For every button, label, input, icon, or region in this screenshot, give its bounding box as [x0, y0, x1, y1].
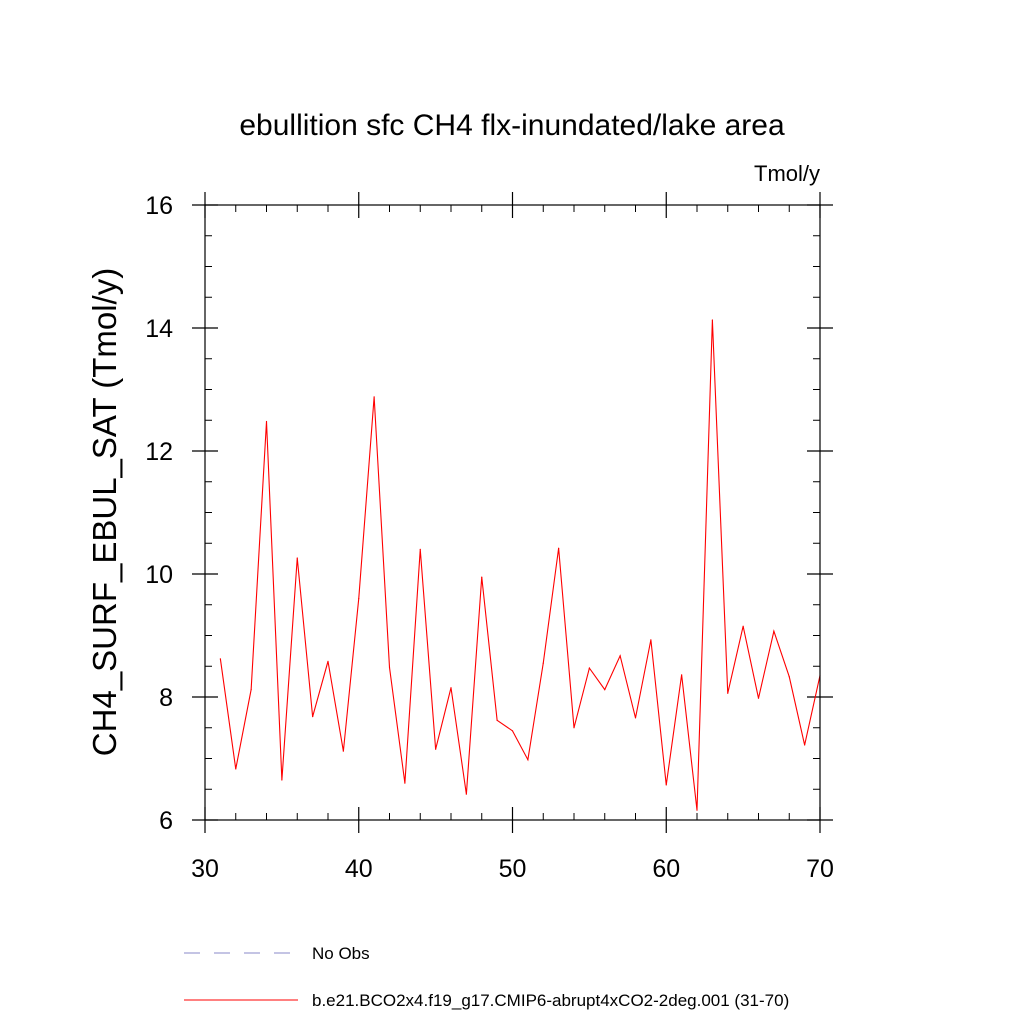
data-point — [804, 744, 806, 746]
legend: No Obs b.e21.BCO2x4.f19_g17.CMIP6-abrupt… — [184, 944, 789, 1010]
data-point — [558, 547, 560, 549]
series-layer — [219, 319, 821, 811]
data-point — [265, 420, 268, 423]
data-point — [742, 625, 744, 627]
y-tick-label: 6 — [159, 807, 173, 835]
data-point — [312, 716, 314, 718]
data-point — [388, 666, 391, 669]
y-tick-labels: 6 8 10 12 14 16 — [145, 192, 173, 835]
plot-frame — [204, 204, 821, 821]
x-tick-label: 30 — [191, 855, 219, 883]
data-point — [481, 576, 483, 578]
minor-ticks — [205, 205, 820, 820]
x-tick-label: 60 — [652, 855, 680, 883]
data-point — [373, 396, 375, 398]
legend-label-no-obs: No Obs — [312, 944, 370, 963]
data-point — [650, 639, 652, 641]
data-point — [419, 548, 421, 551]
data-point — [342, 750, 344, 752]
data-point — [435, 748, 437, 750]
data-point — [542, 662, 544, 664]
data-point — [404, 782, 406, 784]
data-point — [665, 784, 667, 786]
data-point — [634, 717, 637, 719]
x-tick-labels: 30 40 50 60 70 — [191, 855, 834, 883]
y-axis-label: CH4_SURF_EBUL_SAT (Tmol/y) — [86, 268, 123, 756]
data-point — [681, 674, 683, 676]
y-tick-label: 8 — [159, 684, 173, 712]
units-label: Tmol/y — [754, 161, 820, 186]
y-tick-label: 10 — [145, 561, 173, 589]
data-point — [727, 692, 729, 694]
data-point — [219, 658, 221, 660]
data-point — [604, 689, 606, 691]
legend-label-model-run: b.e21.BCO2x4.f19_g17.CMIP6-abrupt4xCO2-2… — [312, 991, 789, 1010]
major-ticks — [192, 192, 833, 833]
data-point — [527, 759, 529, 761]
data-point — [281, 779, 283, 781]
x-tick-label: 40 — [345, 855, 373, 883]
x-tick-label: 70 — [806, 855, 834, 883]
data-point — [773, 630, 775, 632]
data-point — [619, 655, 621, 657]
data-point — [696, 809, 698, 811]
y-tick-label: 16 — [145, 192, 173, 220]
data-point — [327, 660, 329, 662]
data-point — [235, 768, 237, 770]
data-point — [250, 689, 252, 691]
data-point — [588, 667, 590, 669]
data-point — [296, 557, 298, 559]
data-point — [573, 727, 575, 729]
data-point — [496, 719, 498, 721]
data-point — [465, 793, 467, 795]
data-point — [358, 598, 360, 600]
data-point — [511, 730, 514, 732]
y-tick-label: 14 — [145, 315, 173, 343]
data-point — [450, 687, 452, 689]
data-point — [788, 676, 790, 678]
data-point — [757, 697, 760, 699]
y-tick-label: 12 — [145, 438, 173, 466]
x-tick-label: 50 — [499, 855, 527, 883]
series-line-0 — [219, 319, 821, 811]
data-point — [711, 319, 713, 321]
chart-title: ebullition sfc CH4 flx-inundated/lake ar… — [239, 109, 785, 142]
